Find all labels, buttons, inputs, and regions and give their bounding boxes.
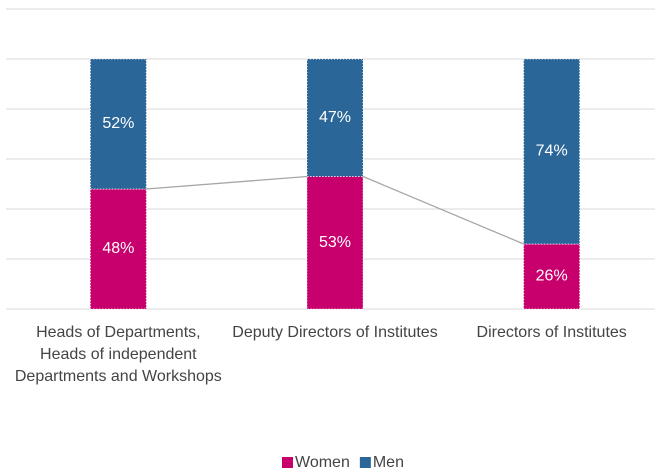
bar-segment bbox=[523, 243, 581, 310]
x-tick-label: Heads of Departments, Heads of independe… bbox=[14, 324, 222, 385]
x-tick-label: Deputy Directors of Institutes bbox=[232, 324, 438, 341]
bar-segment bbox=[523, 58, 581, 245]
data-label: 74% bbox=[536, 143, 568, 160]
data-label: 26% bbox=[536, 268, 568, 285]
legend-swatch bbox=[359, 457, 371, 468]
bar-segment bbox=[89, 188, 147, 310]
x-tick-label: Directors of Institutes bbox=[476, 324, 627, 341]
legend-swatch bbox=[282, 457, 293, 468]
data-label: 48% bbox=[102, 240, 134, 257]
data-label: 52% bbox=[102, 115, 134, 132]
bar-segment bbox=[89, 58, 147, 190]
data-label: 47% bbox=[319, 109, 351, 126]
data-label: 53% bbox=[319, 234, 351, 251]
bar-segment bbox=[306, 58, 364, 177]
series-line bbox=[146, 175, 308, 190]
bar-segment bbox=[306, 176, 364, 310]
legend-label: Men bbox=[373, 454, 404, 471]
legend-label: Women bbox=[295, 454, 350, 471]
series-line bbox=[362, 175, 524, 245]
